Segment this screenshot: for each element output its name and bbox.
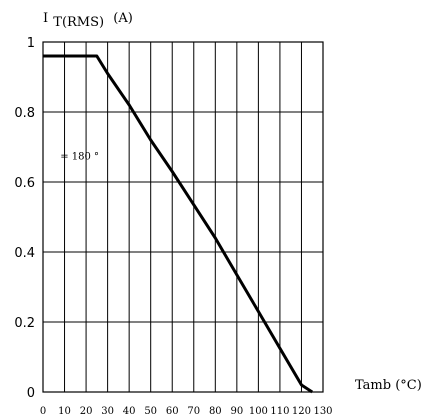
x-tick-label: 20 xyxy=(80,406,93,417)
y-tick-label: 0.2 xyxy=(14,316,35,331)
x-tick-label: 60 xyxy=(166,406,179,417)
y-axis-title-subscript: T(RMS) xyxy=(53,15,104,30)
y-tick-label: 0.8 xyxy=(14,106,35,121)
y-axis-title: I T(RMS) (A) xyxy=(43,11,133,30)
x-tick-label: 70 xyxy=(187,406,200,417)
x-tick-label: 80 xyxy=(209,406,222,417)
y-axis-ticks: 0 0.2 0.4 0.6 0.8 1 xyxy=(14,36,35,401)
x-tick-label: 90 xyxy=(230,406,243,417)
x-tick-label: 130 xyxy=(313,406,332,417)
y-tick-label: 1 xyxy=(27,36,35,51)
annotations: = 180 ° xyxy=(60,151,99,162)
plot-border xyxy=(42,41,324,393)
y-tick-label: 0.4 xyxy=(14,246,35,261)
x-tick-label: 120 xyxy=(292,406,311,417)
conduction-angle-annotation: = 180 ° xyxy=(60,151,99,162)
series xyxy=(43,54,314,394)
y-axis-title-unit: (A) xyxy=(113,11,133,26)
x-tick-label: 10 xyxy=(58,406,71,417)
y-tick-label: 0.6 xyxy=(14,176,35,191)
y-axis-title-prefix: I xyxy=(43,11,48,26)
grid xyxy=(42,41,324,393)
x-tick-label: 110 xyxy=(270,406,289,417)
x-tick-label: 100 xyxy=(249,406,268,417)
y-tick-label: 0 xyxy=(27,386,35,401)
x-tick-label: 50 xyxy=(144,406,157,417)
x-tick-label: 30 xyxy=(101,406,114,417)
x-axis-ticks: 0 10 20 30 40 50 60 70 80 90 100 110 120 130 xyxy=(40,406,333,417)
x-axis-title: Tamb (°C) xyxy=(355,378,422,393)
series-line xyxy=(43,54,314,394)
plot-frame xyxy=(42,41,324,393)
x-tick-label: 0 xyxy=(40,406,46,417)
x-tick-label: 40 xyxy=(123,406,136,417)
